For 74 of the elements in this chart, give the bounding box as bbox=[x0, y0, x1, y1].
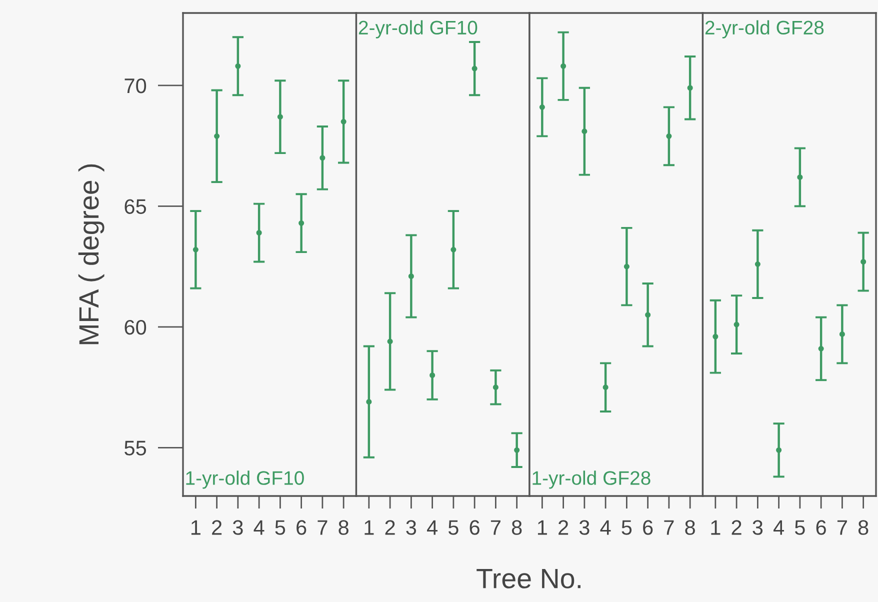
point bbox=[256, 230, 262, 236]
point bbox=[582, 128, 588, 134]
annotation: 1-yr-old GF10 bbox=[186, 470, 304, 489]
x-tick-label: 4 bbox=[426, 520, 438, 535]
x-tick-label: 3 bbox=[406, 520, 416, 535]
x-tick-label: 2 bbox=[385, 520, 395, 535]
point bbox=[214, 133, 220, 139]
point bbox=[472, 66, 478, 72]
point bbox=[408, 273, 414, 280]
point bbox=[340, 118, 346, 124]
x-tick-label: 8 bbox=[685, 520, 695, 535]
x-tick-label: 5 bbox=[448, 520, 458, 535]
point bbox=[560, 63, 566, 69]
x-tick-label: 1 bbox=[711, 520, 720, 535]
x-tick-label: 6 bbox=[816, 520, 826, 535]
x-tick-label: 6 bbox=[470, 520, 480, 535]
x-tick-label: 1 bbox=[191, 520, 200, 535]
x-tick-label: 3 bbox=[752, 520, 763, 535]
x-tick-label: 5 bbox=[275, 520, 286, 535]
y-tick-label: 60 bbox=[124, 320, 146, 335]
x-tick-label: 2 bbox=[732, 520, 742, 535]
x-tick-label: 3 bbox=[232, 520, 243, 535]
x-tick-label: 7 bbox=[837, 520, 847, 535]
point bbox=[712, 334, 718, 340]
point bbox=[277, 114, 283, 120]
point bbox=[514, 447, 520, 453]
x-tick-label: 1 bbox=[538, 520, 547, 535]
x-tick-label: 1 bbox=[364, 520, 374, 535]
x-tick-label: 6 bbox=[643, 520, 653, 535]
point bbox=[539, 104, 545, 110]
point bbox=[645, 312, 651, 318]
x-tick-label: 2 bbox=[212, 520, 222, 535]
y-tick-label: 55 bbox=[124, 440, 146, 456]
point bbox=[602, 384, 608, 390]
x-tick-label: 5 bbox=[794, 520, 805, 535]
point bbox=[776, 447, 782, 453]
x-tick-label: 7 bbox=[490, 520, 500, 535]
point bbox=[818, 346, 824, 352]
x-axis-title: Tree No. bbox=[476, 569, 580, 588]
point bbox=[624, 264, 630, 270]
point bbox=[192, 246, 198, 252]
y-tick-label: 65 bbox=[124, 199, 146, 214]
x-tick-label: 3 bbox=[579, 520, 590, 535]
x-tick-label: 4 bbox=[773, 520, 784, 535]
point bbox=[734, 322, 740, 328]
x-tick-label: 7 bbox=[664, 520, 674, 535]
point bbox=[235, 63, 241, 69]
x-tick-label: 8 bbox=[512, 520, 522, 535]
x-tick-label: 2 bbox=[558, 520, 568, 535]
point bbox=[366, 399, 372, 405]
point bbox=[797, 174, 803, 180]
x-tick-label: 4 bbox=[600, 520, 611, 535]
point bbox=[754, 261, 760, 267]
point bbox=[839, 331, 845, 337]
point bbox=[320, 155, 326, 161]
annotation: 2-yr-old GF28 bbox=[705, 20, 824, 38]
x-tick-label: 8 bbox=[858, 520, 868, 535]
x-tick-label: 7 bbox=[318, 520, 328, 535]
x-tick-label: 6 bbox=[296, 520, 306, 535]
point bbox=[860, 258, 866, 265]
x-tick-label: 8 bbox=[338, 520, 348, 535]
point bbox=[430, 372, 436, 378]
point bbox=[666, 133, 672, 139]
point bbox=[387, 338, 393, 344]
point bbox=[450, 246, 456, 252]
y-axis-title: MFA ( degree ) bbox=[78, 164, 104, 344]
annotation: 2-yr-old GF10 bbox=[358, 20, 478, 38]
x-tick-label: 4 bbox=[254, 520, 264, 535]
x-tick-label: 5 bbox=[622, 520, 632, 535]
point bbox=[492, 384, 498, 390]
point bbox=[687, 85, 693, 91]
point bbox=[298, 220, 304, 226]
y-tick-label: 70 bbox=[124, 78, 146, 94]
annotation: 1-yr-old GF28 bbox=[532, 470, 650, 489]
